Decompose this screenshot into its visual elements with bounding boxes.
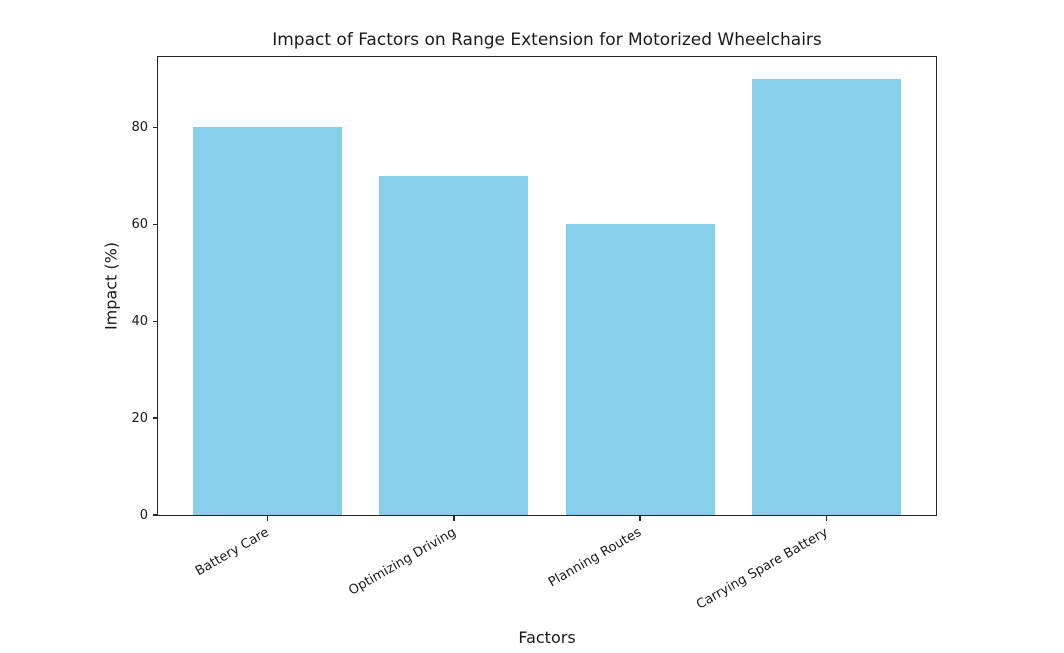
y-tick-label: 20 bbox=[131, 410, 148, 426]
x-axis-label: Factors bbox=[518, 628, 576, 647]
chart-title: Impact of Factors on Range Extension for… bbox=[272, 30, 822, 50]
x-tick-label: Carrying Spare Battery bbox=[693, 525, 831, 613]
x-tick-label: Optimizing Driving bbox=[345, 525, 459, 599]
x-tick-label: Planning Routes bbox=[546, 525, 645, 591]
x-tick-mark bbox=[639, 516, 641, 521]
y-tick-label: 40 bbox=[131, 313, 148, 329]
x-tick-label: Battery Care bbox=[193, 525, 273, 580]
bar-optimizing-driving bbox=[379, 175, 529, 515]
plot-area: 0 20 40 60 80 Battery Care Optimizing Driving P… bbox=[131, 56, 937, 613]
bar-carrying-spare-battery bbox=[751, 78, 901, 515]
x-tick-mark bbox=[825, 516, 827, 521]
bar-planning-routes bbox=[565, 224, 715, 515]
y-tick-mark bbox=[153, 514, 157, 516]
bar-battery-care bbox=[193, 127, 343, 515]
y-tick-label: 60 bbox=[131, 216, 148, 232]
x-tick-mark bbox=[453, 516, 455, 521]
x-tick-mark bbox=[267, 516, 269, 521]
y-tick-mark bbox=[153, 320, 157, 322]
y-tick-mark bbox=[153, 126, 157, 128]
y-tick-mark bbox=[153, 417, 157, 419]
y-tick-mark bbox=[153, 223, 157, 225]
y-tick-label: 0 bbox=[139, 507, 148, 523]
y-tick-label: 80 bbox=[131, 119, 148, 135]
